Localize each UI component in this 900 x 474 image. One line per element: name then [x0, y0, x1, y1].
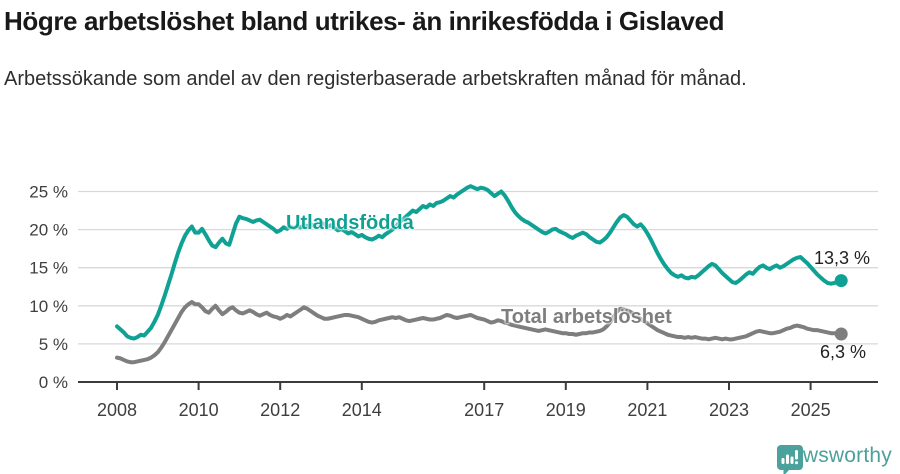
- utlandsfodda-end-dot: [834, 274, 848, 288]
- utlandsfodda-end-value-label: 13,3 %: [814, 248, 871, 268]
- y-tick-label: 25 %: [29, 183, 68, 202]
- utlandsfodda-series-label: Utlandsfödda: [286, 212, 414, 234]
- x-tick-label: 2012: [260, 400, 300, 420]
- x-tick-label: 2017: [464, 400, 504, 420]
- gridlines: [78, 190, 878, 345]
- x-tick-label: 2010: [179, 400, 219, 420]
- y-tick-label: 5 %: [39, 335, 68, 354]
- x-tick-label: 2019: [546, 400, 586, 420]
- brand-footer: Newsworthy: [775, 444, 892, 474]
- total-end-value-label: 6,3 %: [820, 342, 867, 362]
- brand-name: Newsworthy: [775, 444, 892, 467]
- y-tick-labels: 0 % 5 % 10 % 15 % 20 % 25 %: [29, 183, 68, 393]
- y-tick-label: 20 %: [29, 221, 68, 240]
- x-tick-labels: 2008 2010 2012 2014 2017 2019 2021 2023 2025: [97, 400, 831, 420]
- x-tick-label: 2023: [709, 400, 749, 420]
- y-tick-label: 15 %: [29, 259, 68, 278]
- x-tick-label: 2025: [791, 400, 831, 420]
- total-end-dot: [834, 327, 848, 341]
- newsworthy-logo-icon: [776, 445, 803, 474]
- utlandsfodda-line: [115, 184, 844, 341]
- x-tick-label: 2021: [627, 400, 667, 420]
- x-axis: [78, 381, 878, 390]
- x-tick-label: 2008: [97, 400, 137, 420]
- chart-subtitle: Arbetssökande som andel av den registerb…: [4, 68, 747, 90]
- y-tick-label: 0 %: [39, 373, 68, 392]
- y-tick-label: 10 %: [29, 297, 68, 316]
- total-line: [115, 299, 844, 365]
- page-title: Högre arbetslöshet bland utrikes- än inr…: [4, 6, 725, 36]
- x-tick-label: 2014: [342, 400, 382, 420]
- total-series-label: Total arbetslöshet: [501, 306, 672, 328]
